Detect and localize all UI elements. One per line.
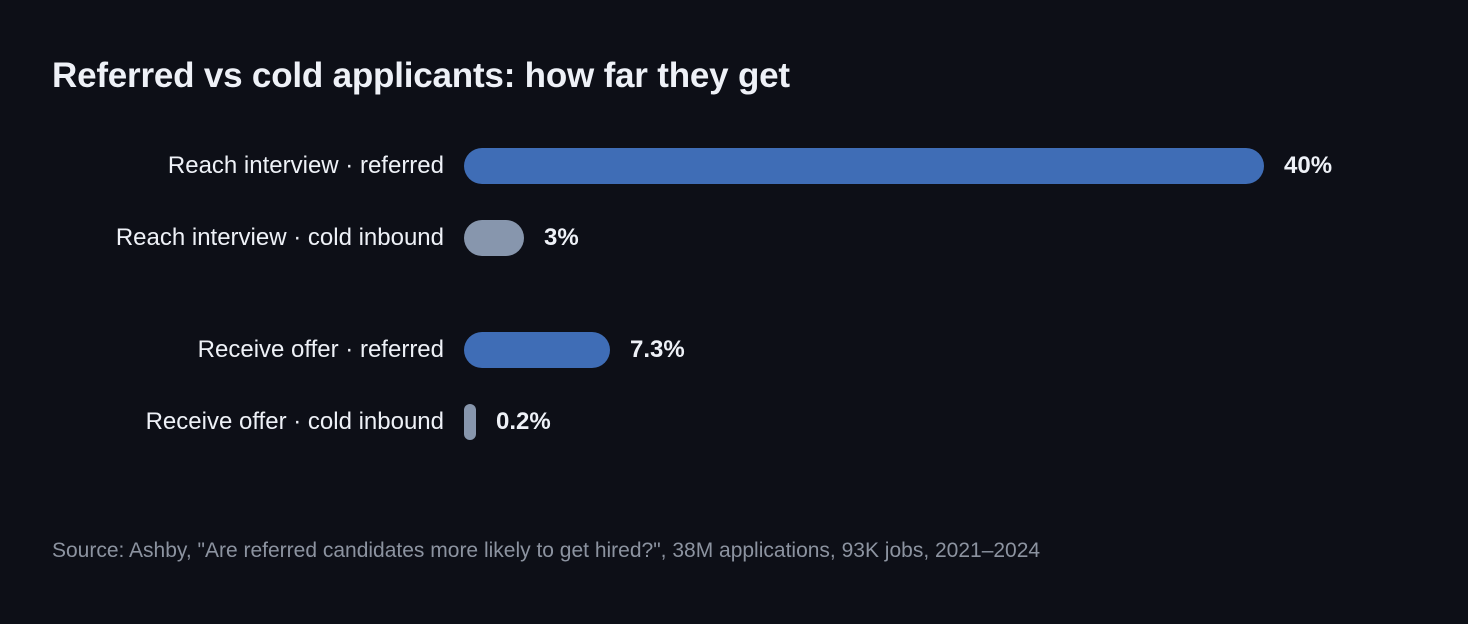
value-label: 0.2% xyxy=(496,408,551,435)
bar xyxy=(464,404,476,440)
bar-label: Receive offer · referred xyxy=(197,336,444,363)
bar-label: Reach interview · referred xyxy=(167,152,444,179)
value-label: 3% xyxy=(544,224,579,251)
value-label: 7.3% xyxy=(630,336,685,363)
bar xyxy=(464,220,524,256)
chart-title: Referred vs cold applicants: how far the… xyxy=(52,56,790,95)
bar xyxy=(464,148,1264,184)
bar-label: Reach interview · cold inbound xyxy=(115,224,444,251)
bar xyxy=(464,332,610,368)
bar-label: Receive offer · cold inbound xyxy=(145,408,444,435)
source-note: Source: Ashby, "Are referred candidates … xyxy=(52,539,1041,562)
value-label: 40% xyxy=(1284,152,1333,179)
